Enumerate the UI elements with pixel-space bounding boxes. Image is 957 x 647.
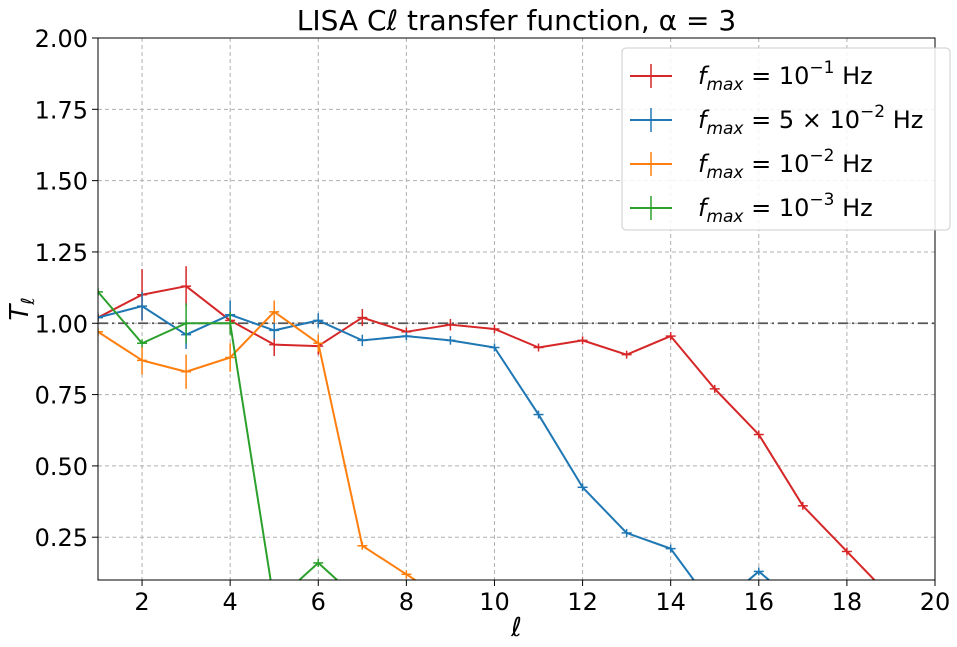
x-tick-label: 4 bbox=[223, 588, 238, 616]
legend-box bbox=[621, 47, 951, 231]
legend-item: fmax = 10−1 Hz bbox=[630, 58, 873, 95]
y-tick-label: 1.50 bbox=[35, 168, 88, 196]
legend: fmax = 10−1 Hz fmax = 5 × 10−2 Hz fmax = 1… bbox=[621, 47, 951, 231]
series-2 bbox=[98, 291, 771, 580]
x-tick-label: 12 bbox=[567, 588, 598, 616]
x-tick-label: 14 bbox=[655, 588, 686, 616]
y-tick-label: 0.25 bbox=[35, 524, 88, 552]
legend-item: fmax = 10−3 Hz bbox=[630, 190, 873, 227]
y-tick-label: 0.50 bbox=[35, 453, 88, 481]
series-4 bbox=[98, 287, 339, 580]
x-tick-label: 20 bbox=[920, 588, 951, 616]
y-tick-label: 1.00 bbox=[35, 310, 88, 338]
legend-label: fmax = 10−1 Hz bbox=[698, 58, 873, 95]
y-axis-label: Tℓ bbox=[5, 297, 39, 320]
x-tick-label: 8 bbox=[399, 588, 414, 616]
y-tick-label: 1.25 bbox=[35, 239, 88, 267]
x-tick-label: 2 bbox=[134, 588, 149, 616]
x-tick-label: 10 bbox=[479, 588, 510, 616]
legend-label: fmax = 10−3 Hz bbox=[698, 190, 873, 227]
x-tick-label: 18 bbox=[832, 588, 863, 616]
series-line bbox=[98, 305, 771, 580]
x-axis-label: ℓ bbox=[510, 613, 522, 643]
y-tick-label: 1.75 bbox=[35, 96, 88, 124]
series-group bbox=[98, 266, 876, 580]
x-axis-ticks: 2 4 6 8 10 12 14 16 18 20 bbox=[134, 580, 950, 616]
legend-item: fmax = 5 × 10−2 Hz bbox=[630, 102, 923, 139]
x-tick-label: 6 bbox=[311, 588, 326, 616]
chart-title: LISA Cℓ transfer function, α = 3 bbox=[297, 4, 736, 37]
x-tick-label: 16 bbox=[744, 588, 775, 616]
plot-frame bbox=[97, 37, 936, 581]
y-axis-ticks: 0.25 0.50 0.75 1.00 1.25 1.50 1.75 2.00 bbox=[35, 25, 98, 552]
y-tick-label: 2.00 bbox=[35, 25, 88, 53]
series-3 bbox=[98, 300, 418, 580]
legend-label: fmax = 5 × 10−2 Hz bbox=[698, 102, 923, 139]
y-tick-label: 0.75 bbox=[35, 382, 88, 410]
